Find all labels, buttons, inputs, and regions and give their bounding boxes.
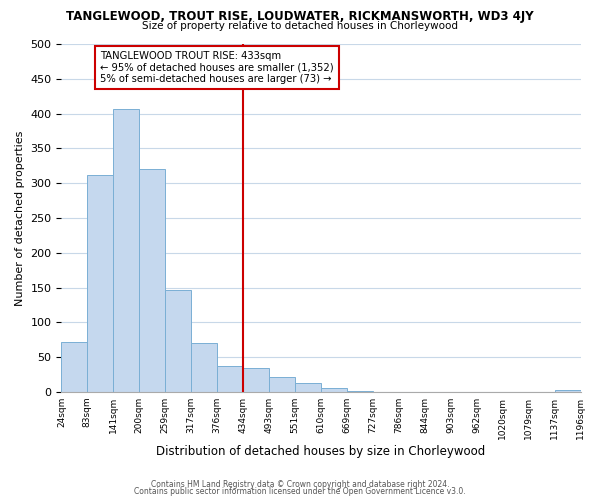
Bar — [295, 383, 321, 392]
Bar — [321, 388, 347, 392]
Bar — [269, 378, 295, 392]
X-axis label: Distribution of detached houses by size in Chorleywood: Distribution of detached houses by size … — [157, 444, 485, 458]
Bar — [554, 390, 581, 392]
Bar — [191, 343, 217, 392]
Bar — [88, 175, 113, 392]
Text: Size of property relative to detached houses in Chorleywood: Size of property relative to detached ho… — [142, 21, 458, 31]
Bar — [139, 170, 165, 392]
Bar — [217, 366, 243, 392]
Bar — [113, 108, 139, 392]
Y-axis label: Number of detached properties: Number of detached properties — [15, 130, 25, 306]
Text: TANGLEWOOD TROUT RISE: 433sqm
← 95% of detached houses are smaller (1,352)
5% of: TANGLEWOOD TROUT RISE: 433sqm ← 95% of d… — [100, 51, 334, 84]
Text: Contains public sector information licensed under the Open Government Licence v3: Contains public sector information licen… — [134, 487, 466, 496]
Bar — [61, 342, 88, 392]
Text: TANGLEWOOD, TROUT RISE, LOUDWATER, RICKMANSWORTH, WD3 4JY: TANGLEWOOD, TROUT RISE, LOUDWATER, RICKM… — [66, 10, 534, 23]
Bar — [243, 368, 269, 392]
Bar — [165, 290, 191, 392]
Text: Contains HM Land Registry data © Crown copyright and database right 2024.: Contains HM Land Registry data © Crown c… — [151, 480, 449, 489]
